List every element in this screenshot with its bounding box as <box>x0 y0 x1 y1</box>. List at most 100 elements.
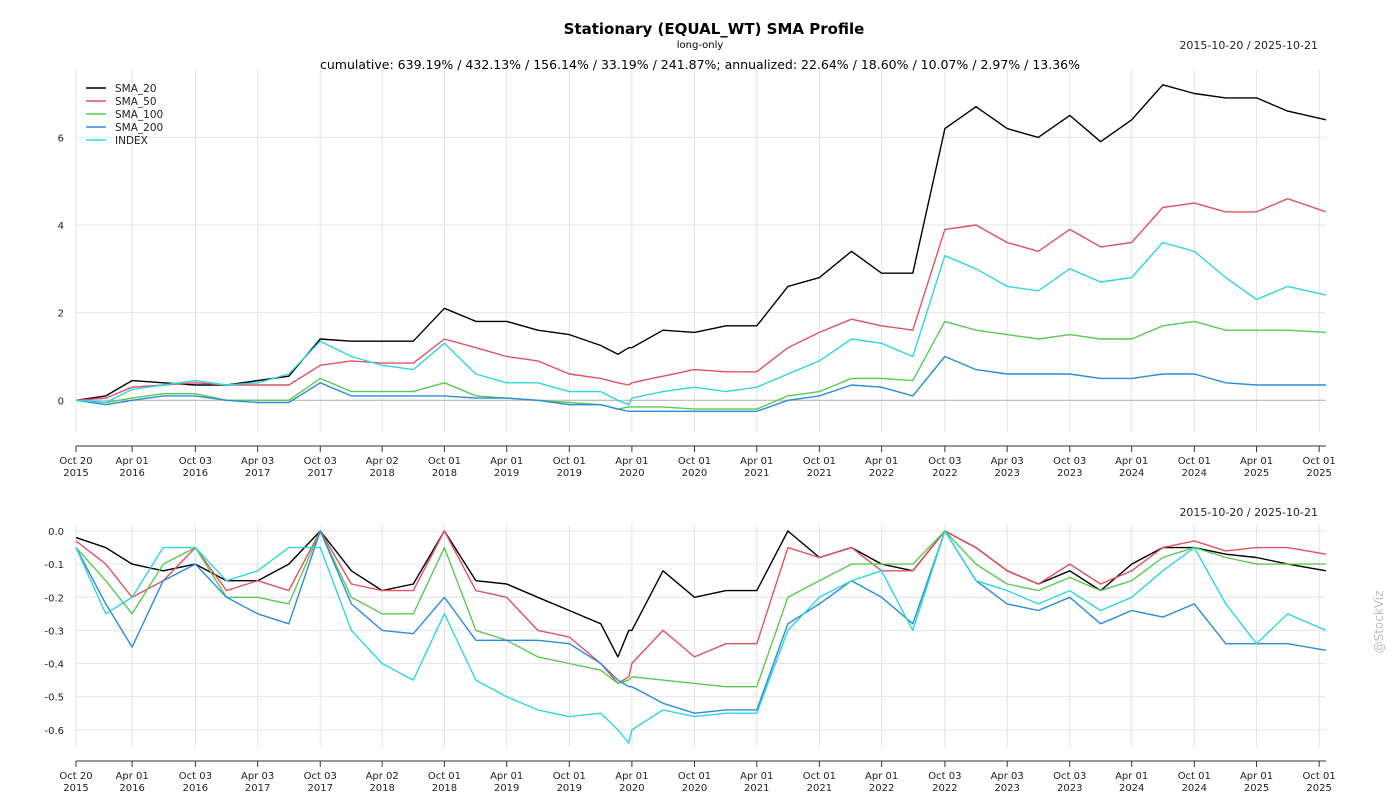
bottom-xtick-label: Apr 02 <box>366 771 399 782</box>
bottom-xtick-year: 2022 <box>869 783 894 794</box>
top-xtick-year: 2024 <box>1119 468 1144 479</box>
top-xtick-label: Oct 01 <box>553 456 586 467</box>
top-xtick-year: 2019 <box>557 468 582 479</box>
legend-label-sma-200: SMA_200 <box>115 122 163 134</box>
bottom-xtick-year: 2021 <box>744 783 769 794</box>
top-xtick-year: 2020 <box>682 468 707 479</box>
top-xtick-label: Apr 01 <box>490 456 523 467</box>
top-xtick-label: Apr 01 <box>1240 456 1273 467</box>
bottom-ytick-label: 0.0 <box>48 527 64 538</box>
top-xtick-year: 2018 <box>369 468 394 479</box>
legend-label-sma-50: SMA_50 <box>115 96 157 108</box>
top-xtick-label: Apr 03 <box>991 456 1024 467</box>
top-xtick-year: 2015 <box>63 468 88 479</box>
bottom-xtick-label: Oct 03 <box>304 771 337 782</box>
top-ytick-label: 0 <box>58 396 64 407</box>
top-panel: Stationary (EQUAL_WT) SMA Profile long-o… <box>58 20 1336 479</box>
top-series-sma-100 <box>75 320 1327 410</box>
bottom-ytick-label: -0.6 <box>44 726 64 737</box>
legend-label-sma-20: SMA_20 <box>115 83 157 95</box>
bottom-xtick-year: 2024 <box>1182 783 1207 794</box>
top-xtick-year: 2022 <box>932 468 957 479</box>
top-xtick-year: 2021 <box>744 468 769 479</box>
top-xtick-label: Apr 01 <box>615 456 648 467</box>
top-xtick-label: Oct 20 <box>59 456 92 467</box>
cumulative-summary: cumulative: 639.19% / 432.13% / 156.14% … <box>320 57 1080 72</box>
top-series-sma-20 <box>75 84 1327 401</box>
bottom-xtick-year: 2017 <box>308 783 333 794</box>
top-xtick-year: 2023 <box>1057 468 1082 479</box>
bottom-xtick-label: Apr 03 <box>241 771 274 782</box>
legend-label-sma-100: SMA_100 <box>115 109 163 121</box>
bottom-xtick-year: 2024 <box>1119 783 1144 794</box>
bottom-xtick-year: 2019 <box>557 783 582 794</box>
legend-label-index: INDEX <box>115 135 148 147</box>
bottom-ytick-label: -0.4 <box>44 660 64 671</box>
bottom-xtick-label: Apr 01 <box>865 771 898 782</box>
bottom-xtick-year: 2023 <box>1057 783 1082 794</box>
bottom-xtick-label: Oct 03 <box>1053 771 1086 782</box>
bottom-date-range: 2015-10-20 / 2025-10-21 <box>1179 506 1318 519</box>
bottom-xtick-year: 2015 <box>63 783 88 794</box>
bottom-xtick-label: Apr 03 <box>991 771 1024 782</box>
bottom-ytick-label: -0.2 <box>44 593 64 604</box>
top-xtick-year: 2018 <box>432 468 457 479</box>
top-xtick-year: 2016 <box>183 468 208 479</box>
top-ytick-label: 2 <box>58 309 64 320</box>
bottom-xtick-label: Apr 01 <box>1115 771 1148 782</box>
bottom-xtick-year: 2017 <box>245 783 270 794</box>
bottom-xtick-year: 2019 <box>494 783 519 794</box>
bottom-xtick-year: 2022 <box>932 783 957 794</box>
top-xtick-label: Oct 03 <box>1053 456 1086 467</box>
bottom-xtick-label: Apr 01 <box>615 771 648 782</box>
bottom-xtick-year: 2025 <box>1306 783 1331 794</box>
top-xtick-label: Oct 03 <box>304 456 337 467</box>
bottom-xtick-label: Oct 01 <box>1303 771 1336 782</box>
top-xtick-label: Apr 01 <box>1115 456 1148 467</box>
top-xtick-label: Apr 02 <box>366 456 399 467</box>
top-series-index <box>75 241 1327 406</box>
watermark: @StockViz <box>1372 591 1386 654</box>
top-xtick-year: 2024 <box>1182 468 1207 479</box>
bottom-series-sma-20 <box>75 530 1327 658</box>
bottom-xtick-year: 2016 <box>119 783 144 794</box>
bottom-xtick-label: Apr 01 <box>490 771 523 782</box>
top-xtick-year: 2020 <box>619 468 644 479</box>
top-xtick-label: Oct 01 <box>803 456 836 467</box>
top-xtick-label: Oct 01 <box>1178 456 1211 467</box>
top-xtick-label: Oct 03 <box>179 456 212 467</box>
top-xtick-year: 2022 <box>869 468 894 479</box>
bottom-xtick-year: 2020 <box>619 783 644 794</box>
bottom-xtick-label: Apr 01 <box>116 771 149 782</box>
top-xtick-label: Oct 01 <box>678 456 711 467</box>
top-date-range: 2015-10-20 / 2025-10-21 <box>1179 39 1318 52</box>
bottom-xtick-year: 2023 <box>994 783 1019 794</box>
bottom-xtick-label: Oct 03 <box>179 771 212 782</box>
top-xtick-label: Oct 03 <box>928 456 961 467</box>
chart-subtitle: long-only <box>677 40 724 51</box>
top-xtick-label: Apr 01 <box>865 456 898 467</box>
bottom-series-sma-200 <box>75 530 1327 714</box>
bottom-ytick-label: -0.3 <box>44 626 64 637</box>
top-xtick-label: Apr 03 <box>241 456 274 467</box>
top-xtick-year: 2016 <box>119 468 144 479</box>
bottom-xtick-label: Oct 01 <box>803 771 836 782</box>
bottom-panel: 2015-10-20 / 2025-10-21 0.0 -0.1 -0.2 -0.3 -… <box>44 506 1335 794</box>
bottom-xtick-year: 2018 <box>432 783 457 794</box>
bottom-ytick-label: -0.1 <box>44 560 64 571</box>
bottom-xtick-year: 2016 <box>183 783 208 794</box>
bottom-xtick-label: Oct 01 <box>428 771 461 782</box>
bottom-xtick-year: 2020 <box>682 783 707 794</box>
bottom-series-index <box>75 530 1327 744</box>
top-xtick-year: 2025 <box>1244 468 1269 479</box>
bottom-xtick-year: 2021 <box>807 783 832 794</box>
top-xtick-year: 2017 <box>245 468 270 479</box>
top-xtick-label: Apr 01 <box>740 456 773 467</box>
bottom-xtick-label: Oct 01 <box>553 771 586 782</box>
top-ytick-label: 6 <box>58 133 64 144</box>
chart-title: Stationary (EQUAL_WT) SMA Profile <box>564 20 865 38</box>
